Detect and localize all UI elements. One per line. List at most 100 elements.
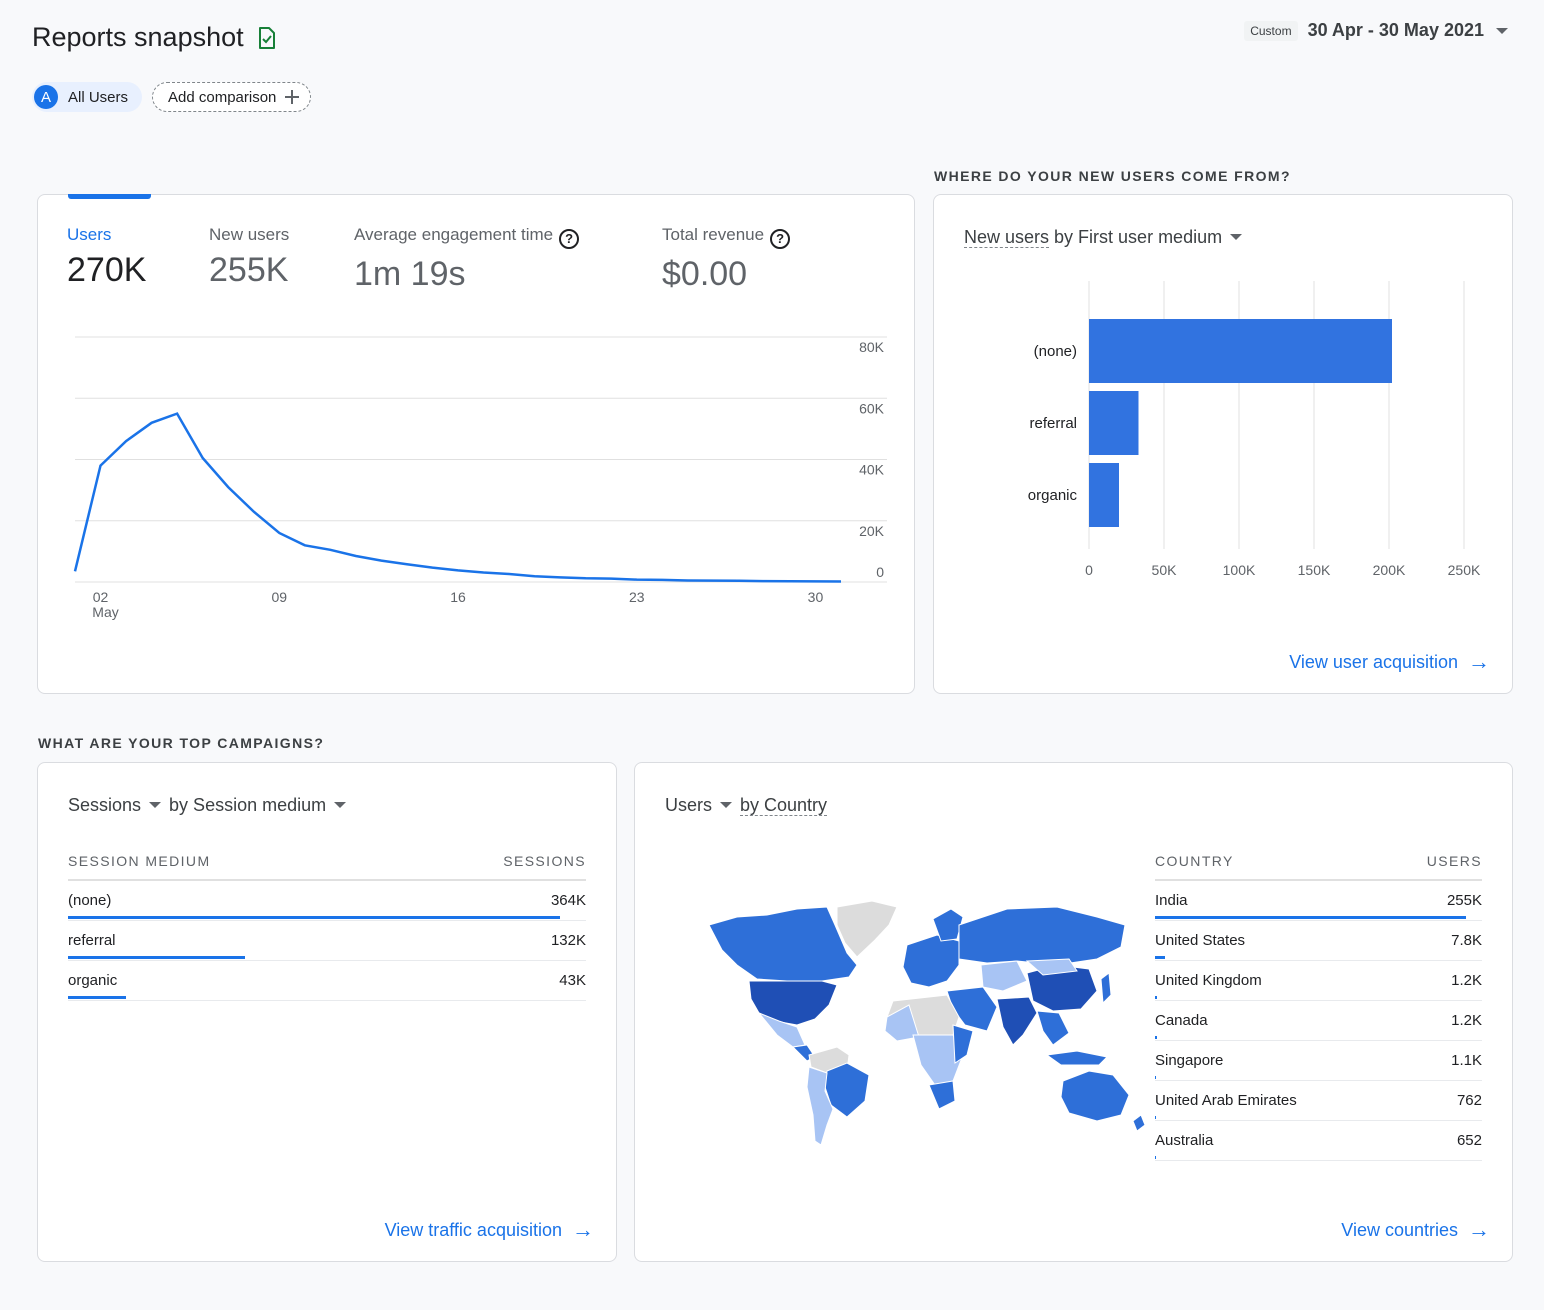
arrow-right-icon: → <box>1468 1217 1490 1242</box>
acquisition-selector[interactable]: New users by First user medium <box>964 227 1250 248</box>
help-icon[interactable]: ? <box>770 229 791 249</box>
dimension-selector[interactable]: by First user medium <box>1054 227 1223 247</box>
map-region-australia[interactable] <box>1060 1070 1130 1122</box>
overview-card: Users 270K New users 255K Average engage… <box>37 194 915 694</box>
metric-selector[interactable]: Sessions <box>68 795 142 815</box>
map-region-south-america-west[interactable] <box>806 1066 834 1146</box>
row-share-bar <box>1155 1076 1157 1079</box>
category-label: referral <box>1029 415 1077 432</box>
column-header: SESSION MEDIUM <box>68 853 211 869</box>
y-tick-label: 60K <box>859 400 885 416</box>
map-region-central-asia[interactable] <box>980 960 1028 992</box>
view-traffic-acquisition-link[interactable]: View traffic acquisition → <box>385 1217 594 1243</box>
map-region-india[interactable] <box>996 996 1038 1046</box>
y-tick-label: 40K <box>859 462 885 478</box>
check-document-icon[interactable] <box>254 26 278 50</box>
plus-icon <box>285 90 300 104</box>
x-tick-sublabel: May <box>92 604 118 620</box>
view-countries-link[interactable]: View countries → <box>1341 1217 1490 1243</box>
date-range-text: 30 Apr - 30 May 2021 <box>1307 20 1484 40</box>
metric-new-users-tab[interactable]: New users 255K <box>209 225 289 290</box>
table-row[interactable]: United Kingdom 1.2K <box>1155 961 1482 1001</box>
row-share-bar <box>1155 956 1165 959</box>
world-map <box>708 900 1146 1146</box>
category-label: organic <box>1028 487 1078 504</box>
countries-card: Users by Country <box>634 762 1513 1262</box>
x-tick-label: 09 <box>271 589 287 605</box>
date-custom-badge: Custom <box>1244 20 1298 41</box>
all-users-chip[interactable]: A All Users <box>32 82 143 112</box>
row-label: Canada <box>1155 1012 1208 1029</box>
metric-label: Total revenue? <box>662 225 791 249</box>
arrow-right-icon: → <box>1468 649 1490 674</box>
new-users-bar-chart: (none) referral organic 0 50K 100K 150K 200K 25… <box>1028 281 1481 578</box>
map-region-canada[interactable] <box>708 906 858 982</box>
metric-users-tab[interactable]: Users 270K <box>67 225 146 290</box>
row-value: 364K <box>550 892 586 909</box>
map-region-greenland[interactable] <box>836 900 898 958</box>
table-row[interactable]: referral 132K <box>68 921 586 961</box>
table-row[interactable]: (none) 364K <box>68 881 586 921</box>
map-region-indonesia[interactable] <box>1045 1050 1109 1066</box>
table-row[interactable]: Australia 652 <box>1155 1121 1482 1161</box>
map-region-mongolia[interactable] <box>1025 958 1078 976</box>
view-user-acquisition-link[interactable]: View user acquisition → <box>1289 649 1490 675</box>
campaigns-table: SESSION MEDIUM SESSIONS (none) 364K referr… <box>68 853 586 1001</box>
map-region-southeast-asia[interactable] <box>1036 1010 1070 1046</box>
table-row[interactable]: United States 7.8K <box>1155 921 1482 961</box>
metric-value: 255K <box>209 251 289 289</box>
metric-value: $0.00 <box>662 255 748 293</box>
x-tick-label: 30 <box>808 589 824 605</box>
map-region-south-africa[interactable] <box>928 1080 956 1110</box>
dimension-selector[interactable]: by Session medium <box>169 795 327 815</box>
map-region-new-zealand[interactable] <box>1132 1114 1146 1132</box>
column-header: SESSIONS <box>503 853 586 869</box>
add-comparison-button[interactable]: Add comparison <box>152 82 312 112</box>
bar[interactable] <box>1089 463 1119 527</box>
metric-selector[interactable]: Users <box>665 795 713 815</box>
x-tick-label: 23 <box>629 589 645 605</box>
metric-revenue-tab[interactable]: Total revenue? $0.00 <box>662 225 791 294</box>
countries-selector[interactable]: Users by Country <box>665 795 828 816</box>
map-region-west-africa[interactable] <box>884 1004 920 1042</box>
campaigns-selector[interactable]: Sessions by Session medium <box>68 795 354 816</box>
row-share-bar <box>68 916 561 919</box>
row-share-bar <box>1155 1116 1157 1119</box>
chevron-down-icon <box>334 802 347 808</box>
map-region-japan[interactable] <box>1100 972 1112 1005</box>
metric-selector[interactable]: New users <box>964 227 1050 248</box>
metric-engagement-tab[interactable]: Average engagement time? 1m 19s <box>354 225 580 294</box>
y-tick-label: 0 <box>876 564 884 580</box>
date-range-picker[interactable]: Custom 30 Apr - 30 May 2021 <box>1244 20 1508 41</box>
table-row[interactable]: organic 43K <box>68 961 586 1001</box>
view-countries-label: View countries <box>1341 1219 1458 1240</box>
table-row[interactable]: India 255K <box>1155 881 1482 921</box>
row-value: 1.2K <box>1451 972 1482 989</box>
bar[interactable] <box>1089 391 1139 455</box>
dimension-selector[interactable]: by Country <box>740 795 828 816</box>
metric-label: Users <box>67 225 112 244</box>
all-users-label: All Users <box>68 88 129 106</box>
view-traffic-acquisition-label: View traffic acquisition <box>384 1219 562 1240</box>
campaigns-card: Sessions by Session medium SESSION MEDIUM… <box>37 762 617 1262</box>
row-label: organic <box>68 972 118 989</box>
map-region-europe[interactable] <box>902 934 960 988</box>
map-region-usa[interactable] <box>748 980 838 1026</box>
table-header: SESSION MEDIUM SESSIONS <box>68 853 586 881</box>
help-icon[interactable]: ? <box>559 229 580 249</box>
row-share-bar <box>68 956 246 959</box>
chevron-down-icon <box>1496 27 1508 34</box>
row-share-bar <box>1155 916 1466 919</box>
row-label: (none) <box>68 892 112 909</box>
map-region-brazil[interactable] <box>824 1062 870 1118</box>
table-row[interactable]: Singapore 1.1K <box>1155 1041 1482 1081</box>
map-region-east-africa[interactable] <box>952 1024 974 1064</box>
table-row[interactable]: United Arab Emirates 762 <box>1155 1081 1482 1121</box>
map-region-russia[interactable] <box>958 906 1126 966</box>
acquisition-card: New users by First user medium (none) ref… <box>933 194 1513 694</box>
row-share-bar <box>1155 1036 1157 1039</box>
table-row[interactable]: Canada 1.2K <box>1155 1001 1482 1041</box>
column-header: COUNTRY <box>1155 853 1234 869</box>
users-series-line <box>73 412 842 583</box>
bar[interactable] <box>1089 319 1392 383</box>
